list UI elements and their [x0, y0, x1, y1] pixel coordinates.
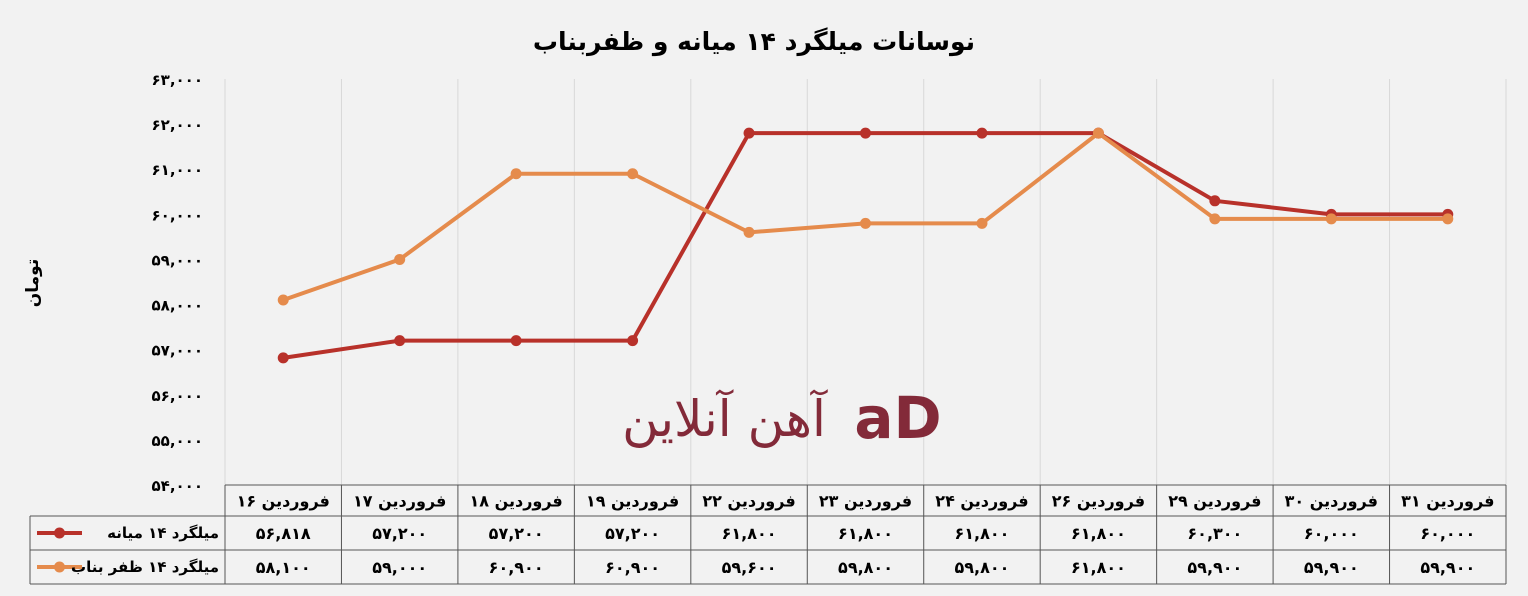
legend-series-name: میلگرد ۱۴ میانه	[107, 524, 219, 542]
data-point	[510, 335, 522, 347]
data-label: ۵۷,۲۰۰	[489, 524, 544, 543]
data-label: ۶۱,۸۰۰	[838, 524, 893, 543]
data-point	[1325, 213, 1337, 225]
y-axis-label: تومان	[23, 259, 43, 307]
y-tick-label: ۵۹,۰۰۰	[152, 251, 203, 269]
data-label: ۵۸,۱۰۰	[256, 558, 311, 577]
data-point	[394, 253, 406, 265]
data-label: ۶۱,۸۰۰	[1071, 524, 1126, 543]
y-tick-label: ۶۲,۰۰۰	[152, 116, 203, 134]
data-label: ۵۹,۶۰۰	[722, 558, 777, 577]
data-point	[1209, 195, 1221, 207]
y-tick-label: ۵۶,۰۰۰	[152, 387, 203, 405]
x-tick-label: فروردین ۱۹	[586, 492, 679, 511]
y-tick-label: ۵۷,۰۰۰	[152, 342, 203, 360]
data-label: ۵۹,۸۰۰	[838, 558, 893, 577]
data-point	[860, 127, 871, 139]
watermark-logo: آهن آنلاین aD	[622, 384, 942, 452]
x-tick-label: فروردین ۳۱	[1401, 492, 1494, 511]
chart-title: نوسانات میلگرد ۱۴ میانه و ظفربناب	[533, 27, 975, 57]
data-point	[1092, 127, 1104, 139]
data-point	[277, 352, 289, 364]
legend-key-marker	[54, 527, 65, 539]
data-point	[976, 217, 988, 229]
y-tick-label: ۵۸,۰۰۰	[152, 297, 203, 315]
data-table: فروردین ۱۶ فروردین ۱۷ فروردین ۱۸ فروردین ۱۹…	[29, 484, 1507, 585]
data-label: ۵۹,۰۰۰	[372, 558, 427, 577]
x-tick-label: فروردین ۲۴	[935, 492, 1028, 511]
y-tick-label: ۶۰,۰۰۰	[152, 206, 203, 224]
x-tick-label: فروردین ۲۲	[702, 492, 795, 511]
y-tick-label: ۶۳,۰۰۰	[152, 71, 203, 89]
data-label: ۶۰,۳۰۰	[1187, 524, 1242, 543]
data-point	[1442, 213, 1454, 225]
data-point	[1209, 213, 1221, 225]
data-label: ۶۱,۸۰۰	[1071, 558, 1126, 577]
data-label: ۵۶,۸۱۸	[256, 524, 311, 543]
x-tick-label: فروردین ۲۶	[1052, 492, 1145, 511]
data-label: ۵۹,۹۰۰	[1187, 558, 1242, 577]
y-tick-label: ۵۵,۰۰۰	[152, 432, 203, 450]
data-label: ۵۹,۹۰۰	[1420, 558, 1475, 577]
y-tick-label: ۵۴,۰۰۰	[152, 477, 203, 495]
x-tick-label: فروردین ۱۷	[353, 492, 446, 511]
data-label: ۶۱,۸۰۰	[722, 524, 777, 543]
legend-key-marker	[54, 561, 65, 573]
x-tick-label: فروردین ۱۸	[469, 492, 562, 511]
data-label: ۶۰,۹۰۰	[605, 558, 660, 577]
data-label: ۵۹,۸۰۰	[955, 558, 1010, 577]
data-label: ۵۷,۲۰۰	[372, 524, 427, 543]
x-tick-label: فروردین ۱۶	[237, 492, 330, 511]
x-tick-label: فروردین ۳۰	[1285, 492, 1378, 511]
data-label: ۵۷,۲۰۰	[605, 524, 660, 543]
data-point	[743, 127, 755, 139]
data-point	[743, 226, 755, 238]
data-point	[860, 217, 871, 229]
data-label: ۶۰,۰۰۰	[1420, 524, 1475, 543]
data-point	[277, 294, 289, 306]
y-axis-ticks: ۵۴,۰۰۰ ۵۵,۰۰۰ ۵۶,۰۰۰ ۵۷,۰۰۰ ۵۸,۰۰۰ ۵۹,۰۰۰ ۶۰,۰…	[152, 71, 203, 495]
watermark-text: آهن آنلاین	[622, 389, 828, 448]
series-lines	[277, 127, 1454, 364]
data-point	[394, 335, 406, 347]
data-label: ۶۱,۸۰۰	[955, 524, 1010, 543]
data-point	[627, 168, 639, 180]
gridlines	[224, 79, 1507, 485]
data-label: ۵۹,۹۰۰	[1304, 558, 1359, 577]
legend-series-name: میلگرد ۱۴ ظفر بناب	[71, 558, 219, 576]
watermark-mark: aD	[854, 384, 941, 452]
data-point	[976, 127, 988, 139]
data-point	[510, 168, 522, 180]
data-point	[627, 335, 639, 347]
data-label: ۶۰,۰۰۰	[1304, 524, 1359, 543]
data-label: ۶۰,۹۰۰	[489, 558, 544, 577]
y-tick-label: ۶۱,۰۰۰	[152, 161, 203, 179]
x-tick-label: فروردین ۲۹	[1168, 492, 1261, 511]
x-tick-label: فروردین ۲۳	[819, 492, 912, 511]
